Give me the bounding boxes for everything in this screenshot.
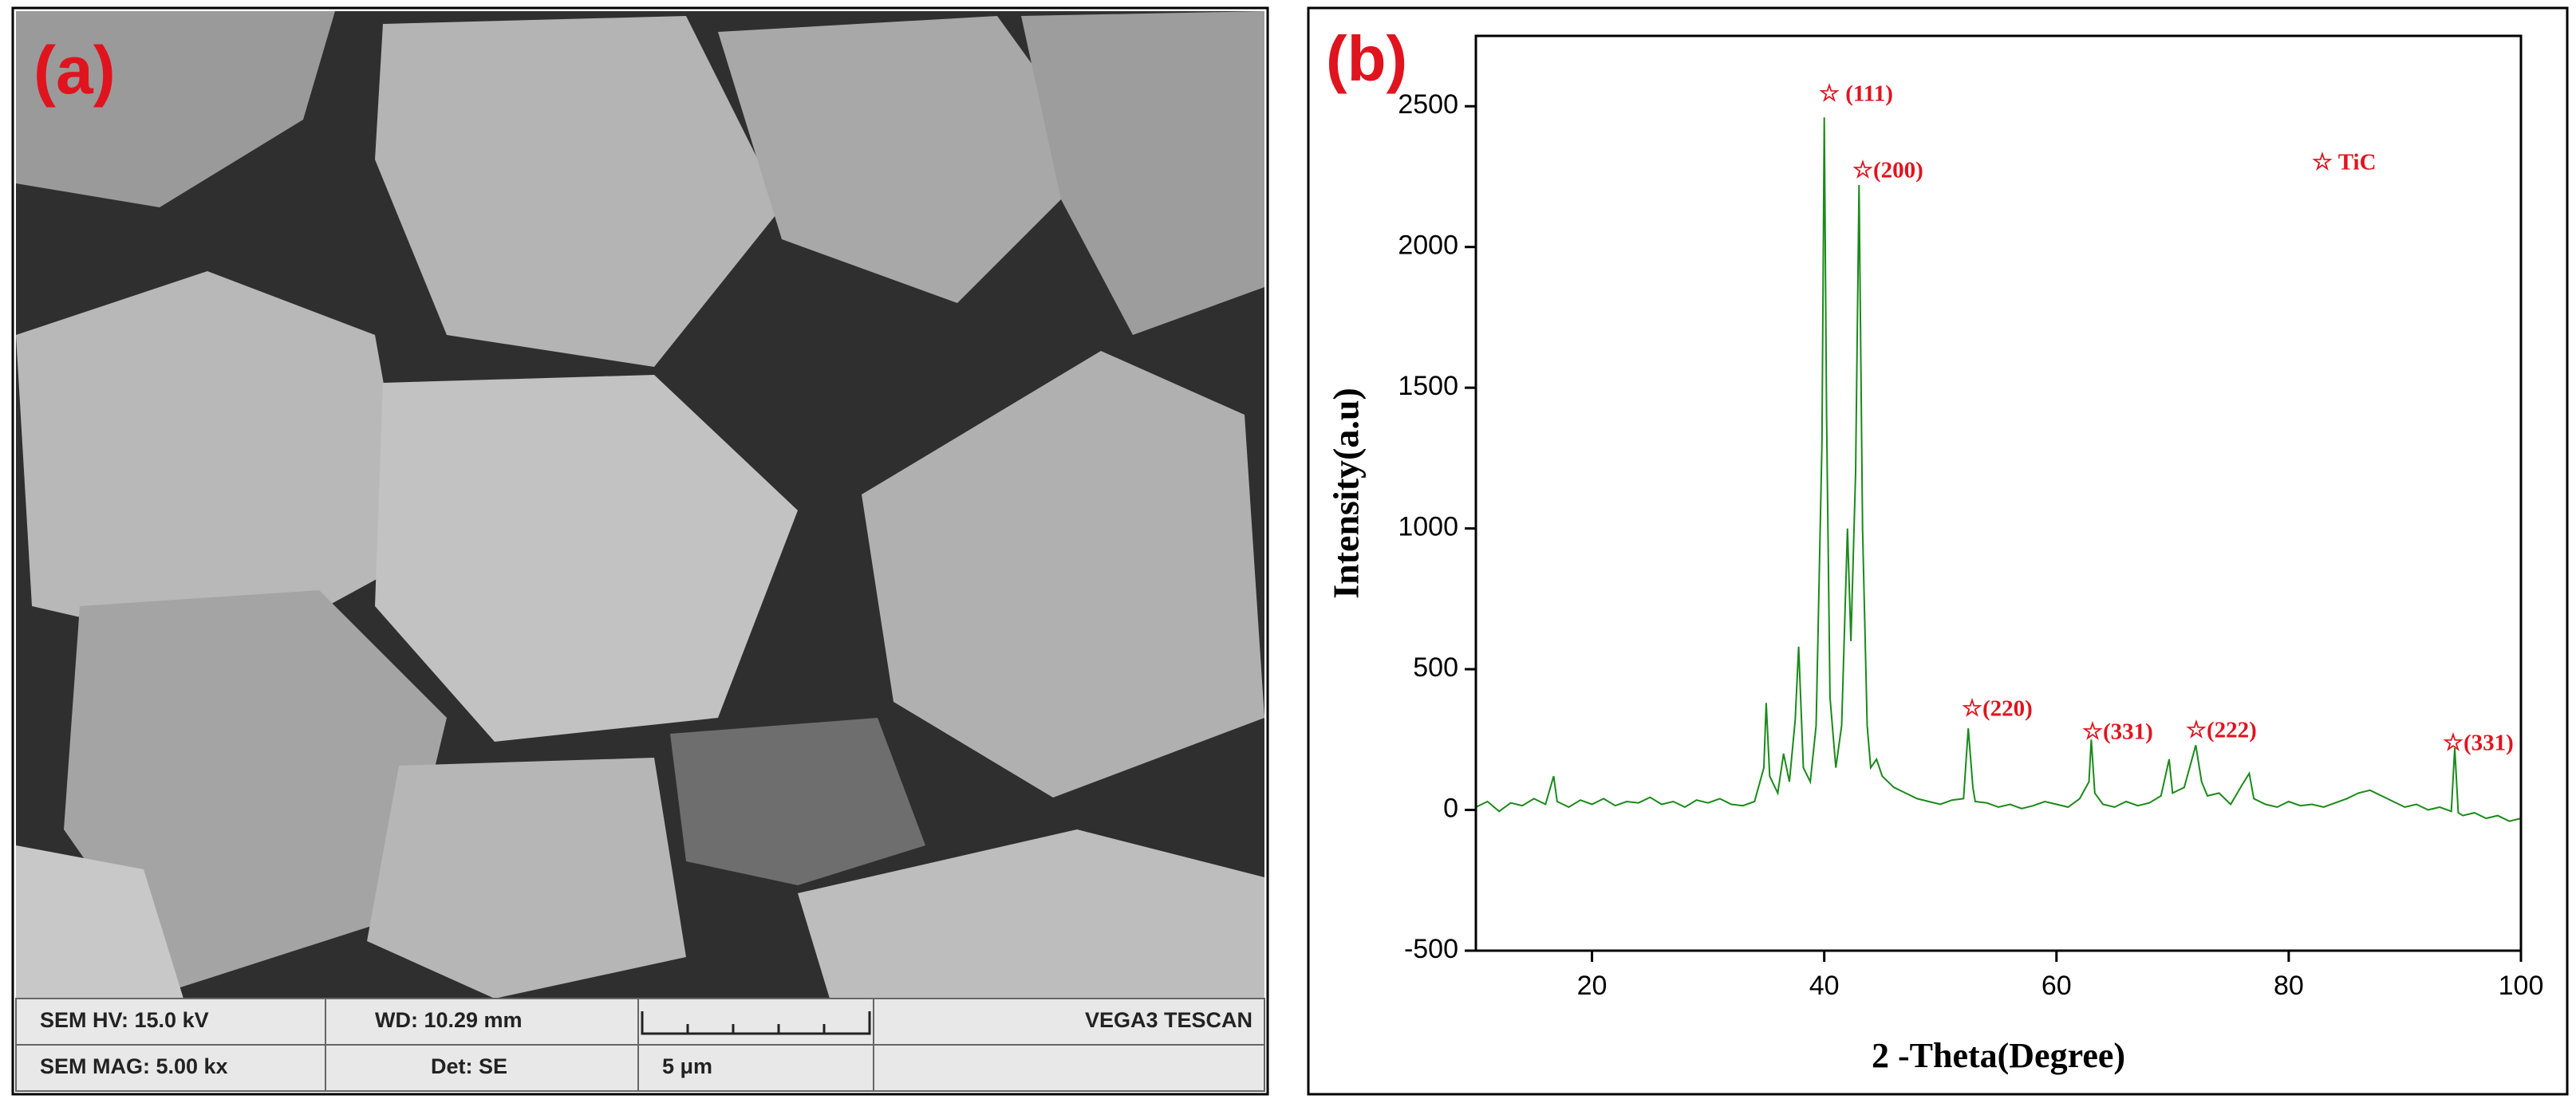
particle	[16, 11, 335, 207]
info-text: Det: SE	[431, 1054, 507, 1078]
xrd-line	[1475, 117, 2522, 822]
x-tick-label: 60	[2041, 971, 2072, 1001]
panel-label: (a)	[34, 33, 116, 108]
scale-bar	[641, 1011, 871, 1035]
particle	[862, 351, 1264, 798]
particle	[670, 718, 925, 885]
particle	[375, 375, 798, 742]
particle	[1021, 11, 1264, 335]
peak-annotation: ☆ (111)	[1819, 81, 1893, 107]
peak-annotation: ☆(331)	[2082, 719, 2153, 745]
y-tick-label: 2500	[1398, 89, 1458, 120]
info-text: 5 μm	[662, 1054, 712, 1078]
y-tick-label: -500	[1404, 934, 1458, 964]
particle	[16, 845, 183, 999]
info-text: SEM HV: 15.0 kV	[40, 1008, 209, 1032]
sem-panel: SEM HV: 15.0 kV WD: 10.29 mm VEGA3 TESCA…	[11, 6, 1269, 1096]
y-tick-label: 1000	[1398, 512, 1458, 542]
legend-text: ☆ TiC	[2312, 150, 2377, 175]
particle	[367, 758, 686, 999]
panel-label: (b)	[1326, 23, 1407, 94]
info-text: VEGA3 TESCAN	[1085, 1008, 1252, 1032]
plot-frame	[1474, 34, 2523, 952]
x-tick-label: 20	[1577, 971, 1608, 1001]
peak-annotation: ☆(220)	[1962, 696, 2033, 722]
y-tick-label: 1500	[1398, 371, 1458, 401]
particle	[798, 829, 1264, 999]
panel-frame	[1307, 6, 2569, 1096]
y-tick-label: 0	[1443, 794, 1458, 824]
x-axis-label: 2 -Theta(Degree)	[1872, 1036, 2125, 1075]
y-tick-label: 2000	[1398, 230, 1458, 261]
particle	[64, 590, 447, 989]
x-tick-label: 40	[1809, 971, 1840, 1001]
info-text: WD: 10.29 mm	[375, 1008, 523, 1032]
x-tick-label: 80	[2274, 971, 2304, 1001]
x-tick-label: 100	[2499, 971, 2544, 1001]
particle	[16, 271, 415, 654]
info-text: SEM MAG: 5.00 kx	[40, 1054, 228, 1078]
peak-annotation: ☆(331)	[2443, 731, 2514, 756]
particle	[375, 16, 782, 367]
particle	[718, 16, 1101, 303]
y-tick-label: 500	[1413, 652, 1458, 683]
peak-annotation: ☆(222)	[2186, 718, 2257, 743]
y-axis-label: Intensity(a.u)	[1326, 388, 1367, 599]
peak-annotation: ☆(200)	[1852, 158, 1923, 183]
